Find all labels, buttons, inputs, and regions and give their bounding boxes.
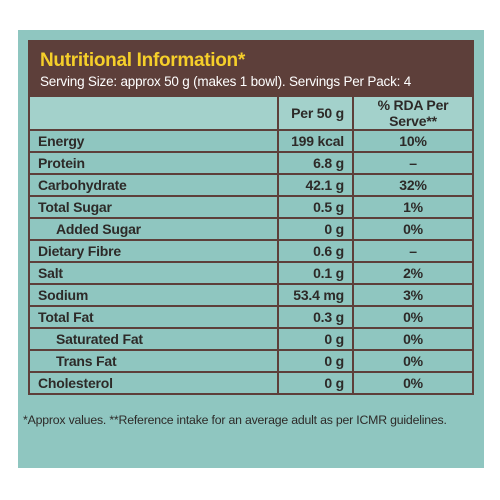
nutrient-value: 0.3 g [277, 305, 354, 329]
panel: Nutritional Information* Serving Size: a… [18, 30, 484, 468]
nutrient-name: Total Sugar [28, 195, 279, 219]
nutrient-value: – [352, 239, 474, 263]
subtitle: Serving Size: approx 50 g (makes 1 bowl)… [40, 74, 412, 89]
nutrient-value: 0% [352, 349, 474, 373]
nutrient-value: 1% [352, 195, 474, 219]
nutrient-value: 0% [352, 327, 474, 351]
nutrient-value: 6.8 g [277, 151, 354, 175]
nutrient-value: 10% [352, 129, 474, 153]
nutrient-value: 3% [352, 283, 474, 307]
nutrition-table: Per 50 g% RDA Per Serve** Energy 199 kcal 1… [28, 95, 474, 395]
nutrient-value: 0% [352, 371, 474, 395]
nutrient-value: 0 g [277, 371, 354, 395]
table-row: Cholesterol 0 g 0% [28, 371, 474, 395]
nutrient-value: 53.4 mg [277, 283, 354, 307]
table-row: Total Fat 0.3 g 0% [28, 305, 474, 329]
table-row: Protein 6.8 g – [28, 151, 474, 175]
nutrient-name: Sodium [28, 283, 279, 307]
table-row: Energy 199 kcal 10% [28, 129, 474, 153]
nutrient-value: 0.6 g [277, 239, 354, 263]
nutrient-value: 42.1 g [277, 173, 354, 197]
nutrient-value: 0 g [277, 217, 354, 241]
nutrient-name: Salt [28, 261, 279, 285]
table-row: Added Sugar 0 g 0% [28, 217, 474, 241]
nutrient-name: Trans Fat [28, 349, 279, 373]
nutrient-value: 199 kcal [277, 129, 354, 153]
nutrient-value: – [352, 151, 474, 175]
nutrient-name: Energy [28, 129, 279, 153]
nutrient-name: Protein [28, 151, 279, 175]
nutrient-name: Total Fat [28, 305, 279, 329]
column-header: Per 50 g [277, 95, 354, 131]
nutrient-value: 0% [352, 217, 474, 241]
title: Nutritional Information* [40, 50, 245, 71]
column-header [28, 95, 279, 131]
nutrient-name: Carbohydrate [28, 173, 279, 197]
nutrient-name: Cholesterol [28, 371, 279, 395]
footnote: *Approx values. **Reference intake for a… [23, 413, 447, 427]
header-row: Per 50 g% RDA Per Serve** [28, 95, 474, 131]
nutrient-name: Added Sugar [28, 217, 279, 241]
table-row: Salt 0.1 g 2% [28, 261, 474, 285]
nutrient-name: Dietary Fibre [28, 239, 279, 263]
table-row: Dietary Fibre 0.6 g – [28, 239, 474, 263]
table-row: Sodium 53.4 mg 3% [28, 283, 474, 307]
nutrient-value: 0.5 g [277, 195, 354, 219]
nutrient-value: 2% [352, 261, 474, 285]
header: Nutritional Information* Serving Size: a… [28, 40, 474, 95]
column-header: % RDA Per Serve** [352, 95, 474, 131]
table-row: Total Sugar 0.5 g 1% [28, 195, 474, 219]
table-row: Saturated Fat 0 g 0% [28, 327, 474, 351]
table-row: Trans Fat 0 g 0% [28, 349, 474, 373]
nutrient-value: 0 g [277, 327, 354, 351]
table-row: Carbohydrate 42.1 g 32% [28, 173, 474, 197]
nutrient-name: Saturated Fat [28, 327, 279, 351]
nutrient-value: 0% [352, 305, 474, 329]
nutrient-value: 32% [352, 173, 474, 197]
nutrient-value: 0 g [277, 349, 354, 373]
nutrient-value: 0.1 g [277, 261, 354, 285]
